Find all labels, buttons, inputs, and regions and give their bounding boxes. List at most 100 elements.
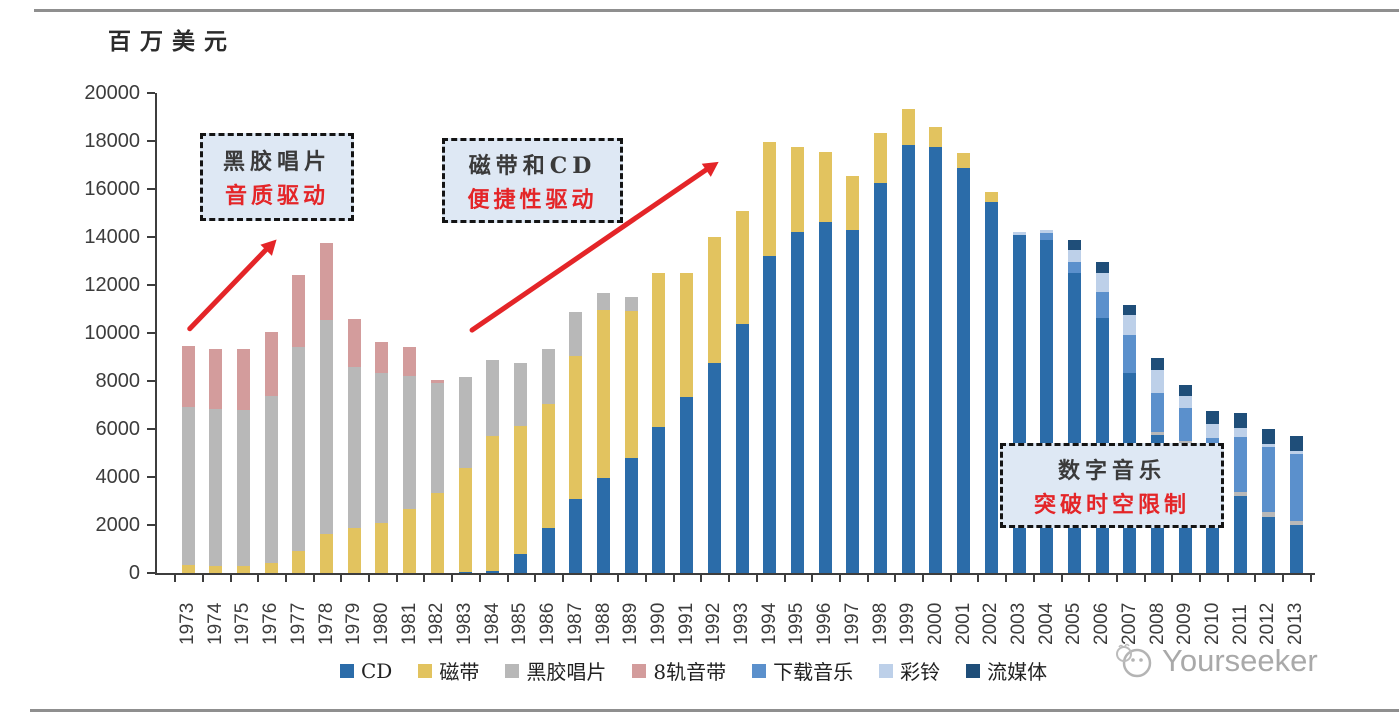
bar-segment-CD-2012 (1261, 517, 1275, 573)
bar-segment-磁带-1974 (209, 566, 223, 573)
x-axis-year-label: 2002 (980, 602, 1002, 645)
x-axis-tick (838, 575, 841, 582)
bar-segment-8轨音带-1976 (264, 331, 278, 396)
x-axis-tick (257, 575, 260, 582)
x-axis-year-label: 1985 (509, 602, 531, 645)
bar-segment-磁带-1973 (181, 565, 195, 573)
x-axis-year-label: 2009 (1174, 602, 1196, 645)
legend-label: 磁带 (439, 660, 480, 684)
y-axis-tick-label: 14000 (84, 226, 140, 248)
legend-item-下载音乐: 下载音乐 (752, 656, 853, 685)
bar-segment-CD-1998 (874, 183, 887, 573)
bar-segment-磁带-1981 (403, 508, 417, 573)
bar-segment-彩铃-2007 (1123, 315, 1137, 336)
annotation-title: 磁带和CD (468, 152, 597, 179)
bar-segment-CD-1988 (597, 477, 610, 573)
x-axis-year-label: 2005 (1063, 602, 1085, 645)
x-axis-tick (1254, 575, 1257, 582)
x-axis-tick (1282, 575, 1285, 582)
bar-segment-下载音乐-2004 (1040, 232, 1054, 240)
bar-segment-黑胶唱片-2009 (1178, 441, 1192, 444)
x-axis-line (155, 573, 1315, 575)
bar-segment-黑胶唱片-1974 (209, 409, 223, 567)
bar-segment-流媒体-2008 (1151, 357, 1164, 370)
bar-segment-黑胶唱片-2013 (1289, 520, 1303, 525)
bar-segment-磁带-1982 (430, 493, 444, 573)
bar-segment-下载音乐-2006 (1095, 291, 1109, 318)
x-axis-tick (1171, 575, 1174, 582)
bar-segment-黑胶唱片-1988 (597, 293, 610, 310)
x-axis-year-label: 2011 (1229, 604, 1251, 645)
annotation-digital-era-box: 数字音乐 突破时空限制 (1000, 443, 1224, 528)
bar-segment-下载音乐-2011 (1234, 436, 1248, 493)
x-axis-year-label: 1986 (537, 602, 559, 645)
legend-swatch (340, 663, 354, 678)
bar-segment-CD-1993 (735, 323, 749, 573)
bar-segment-磁带-2002 (984, 191, 998, 202)
y-axis-tick-label: 6000 (95, 418, 141, 440)
x-axis-year-label: 1999 (897, 602, 919, 645)
x-axis-tick (368, 575, 371, 582)
x-axis-year-label: 1993 (731, 602, 752, 645)
x-axis-year-label: 1990 (647, 602, 669, 645)
x-axis-tick (894, 575, 897, 582)
bar-segment-彩铃-2003 (1012, 231, 1026, 236)
bar-segment-彩铃-2008 (1151, 369, 1164, 393)
bar-segment-CD-1985 (513, 554, 527, 573)
legend-item-8轨音带: 8轨音带 (632, 656, 726, 685)
bar-segment-下载音乐-2007 (1123, 335, 1137, 374)
x-axis-year-label: 1989 (620, 602, 642, 645)
bar-segment-磁带-1993 (735, 210, 749, 324)
bar-segment-下载音乐-2005 (1067, 262, 1081, 273)
x-axis-tick (922, 575, 925, 582)
x-axis-tick (340, 575, 343, 582)
bar-segment-流媒体-2011 (1234, 412, 1248, 428)
bar-segment-黑胶唱片-1983 (458, 377, 472, 469)
y-axis-tick (147, 284, 155, 286)
legend-item-CD: CD (340, 659, 392, 683)
watermark-logo-icon (1112, 642, 1156, 680)
x-axis-year-label: 2013 (1285, 602, 1306, 645)
x-axis-tick (229, 575, 232, 582)
bar-segment-黑胶唱片-1986 (541, 348, 555, 404)
bar-segment-彩铃-2009 (1178, 395, 1192, 408)
annotation-vinyl-era-box: 黑胶唱片 音质驱动 (200, 133, 354, 221)
bar-segment-CD-1999 (901, 145, 915, 573)
y-axis-tick (147, 188, 155, 190)
bar-segment-黑胶唱片-2012 (1261, 512, 1275, 518)
legend-label: 黑胶唱片 (526, 660, 607, 684)
x-axis-year-label: 1979 (343, 602, 365, 645)
x-axis-tick (1005, 575, 1008, 582)
bar-segment-黑胶唱片-1982 (430, 383, 444, 494)
bar-segment-磁带-1985 (513, 426, 527, 555)
bar-segment-彩铃-2013 (1289, 451, 1303, 454)
x-axis-tick (755, 575, 758, 582)
annotation-title: 数字音乐 (1057, 457, 1166, 484)
bar-segment-流媒体-2005 (1067, 240, 1081, 251)
bar-segment-磁带-1979 (347, 527, 361, 573)
bar-segment-彩铃-2012 (1261, 443, 1275, 448)
x-axis-year-label: 2010 (1201, 602, 1223, 645)
y-axis-tick-label: 8000 (95, 370, 141, 392)
watermark: Yourseeker (1112, 642, 1318, 680)
y-axis-unit-label: 百万美元 (108, 28, 236, 55)
y-axis-tick (147, 140, 155, 142)
x-axis-year-label: 1974 (204, 602, 226, 645)
y-axis-tick (147, 476, 155, 478)
bar-segment-磁带-1978 (320, 533, 333, 573)
x-axis-tick (977, 575, 980, 582)
x-axis-tick (1032, 575, 1035, 582)
legend-swatch (879, 663, 894, 678)
bar-segment-彩铃-2010 (1206, 423, 1220, 438)
bar-segment-黑胶唱片-1978 (320, 319, 333, 534)
x-axis-tick (728, 575, 731, 582)
trend-arrow-vinyl (186, 246, 269, 333)
bar-segment-8轨音带-1975 (236, 348, 250, 410)
x-axis-tick (645, 575, 648, 582)
bar-segment-CD-1991 (680, 397, 694, 573)
x-axis-tick (506, 575, 509, 582)
bar-segment-CD-1984 (486, 571, 500, 573)
x-axis-tick (672, 575, 675, 582)
bar-segment-下载音乐-2012 (1261, 447, 1275, 513)
